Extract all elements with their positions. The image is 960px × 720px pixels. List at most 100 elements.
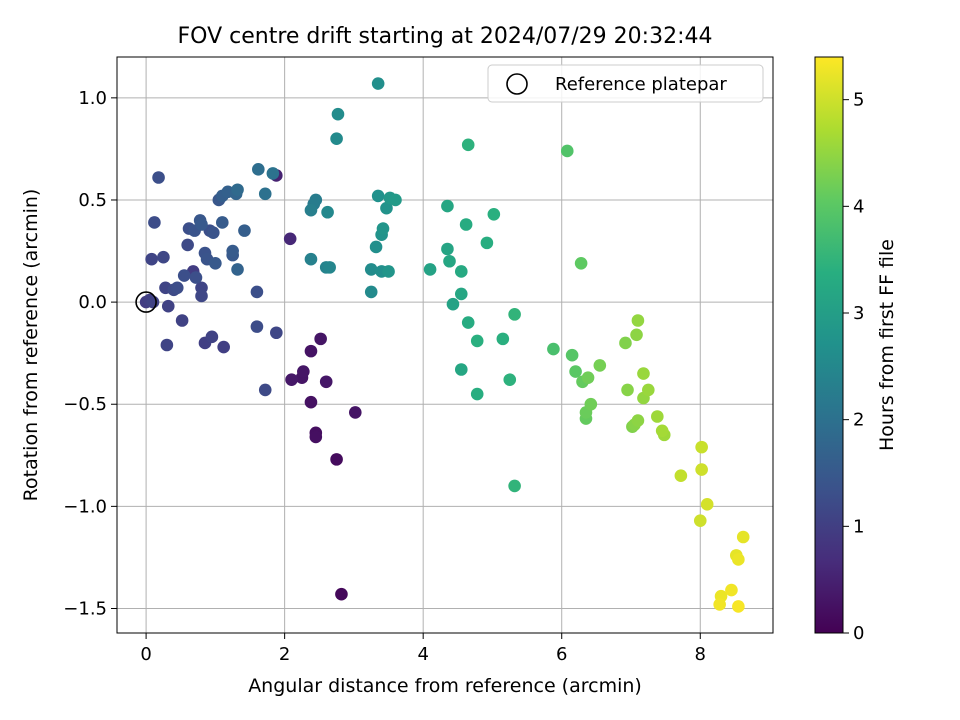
x-tick-label: 0: [140, 644, 151, 665]
data-point: [323, 261, 336, 274]
data-point: [217, 340, 230, 354]
data-point: [189, 271, 203, 284]
data-point: [700, 498, 714, 511]
data-point: [470, 334, 484, 348]
data-point: [713, 598, 726, 611]
data-point: [446, 297, 460, 311]
data-point: [270, 326, 283, 340]
data-point: [170, 281, 184, 295]
data-point: [732, 600, 745, 613]
data-point: [146, 295, 160, 309]
data-point: [574, 256, 588, 270]
colorbar-tick-label: 5: [853, 90, 864, 111]
data-point: [651, 410, 664, 423]
data-point: [637, 367, 650, 380]
data-point: [314, 332, 327, 346]
data-point: [565, 348, 579, 362]
data-point: [642, 383, 655, 397]
data-point: [205, 330, 219, 344]
data-point: [508, 479, 521, 493]
data-point: [157, 250, 170, 264]
data-point: [581, 371, 595, 384]
data-point: [252, 163, 265, 176]
chart-title: FOV centre drift starting at 2024/07/29 …: [178, 24, 713, 49]
data-point: [732, 553, 745, 566]
x-axis-label: Angular distance from reference (arcmin): [248, 675, 642, 697]
data-point: [631, 414, 645, 427]
data-point: [330, 453, 343, 466]
colorbar: 0 1 2 3 4 5 Hours from first FF file: [814, 56, 898, 644]
data-point: [487, 207, 501, 221]
data-point: [569, 365, 582, 378]
colorbar-ticks: 0 1 2 3 4 5: [843, 90, 864, 644]
data-point: [309, 430, 323, 444]
data-point: [695, 440, 708, 454]
y-tick-label: 0.0: [78, 292, 107, 313]
y-tick-label: −0.5: [63, 394, 107, 415]
data-point: [160, 338, 174, 352]
x-axis: 0 2 4 6 8: [140, 633, 706, 665]
data-point: [348, 406, 362, 419]
data-point: [195, 289, 208, 303]
colorbar-gradient: [814, 56, 844, 634]
data-point: [736, 530, 750, 544]
data-point: [177, 269, 191, 282]
legend-box: [487, 64, 764, 103]
data-point: [693, 514, 707, 527]
data-point: [215, 216, 229, 229]
plot-frame: [116, 56, 774, 634]
data-point: [297, 365, 310, 378]
data-point: [226, 244, 239, 258]
data-point: [560, 144, 574, 158]
colorbar-tick-label: 3: [853, 303, 864, 324]
colorbar-tick-label: 0: [853, 623, 864, 644]
data-point: [181, 238, 194, 252]
data-point: [695, 463, 708, 476]
data-point: [593, 359, 607, 372]
data-point: [547, 342, 560, 356]
data-point: [148, 216, 161, 229]
data-point: [621, 383, 634, 397]
x-tick-label: 6: [556, 644, 567, 665]
data-point: [480, 236, 494, 250]
x-tick-label: 4: [417, 644, 428, 665]
data-point: [335, 587, 348, 601]
y-tick-label: 1.0: [78, 88, 107, 109]
data-point: [309, 193, 323, 207]
data-point: [152, 171, 165, 184]
y-axis: −1.5 −1.0 −0.5 0.0 0.5 1.0: [63, 88, 117, 619]
colorbar-tick-label: 1: [853, 516, 864, 537]
data-point: [674, 469, 688, 483]
data-point: [508, 308, 521, 321]
data-point: [584, 397, 598, 411]
data-point: [161, 299, 175, 313]
data-point: [231, 263, 244, 276]
data-point: [470, 387, 484, 401]
data-point: [231, 183, 244, 197]
data-point: [238, 224, 251, 237]
data-point: [443, 254, 456, 268]
colorbar-tick-label: 4: [853, 196, 864, 217]
data-point: [461, 316, 475, 329]
data-point: [369, 240, 383, 254]
data-point: [304, 395, 318, 409]
data-point: [195, 218, 208, 231]
data-point: [371, 189, 385, 203]
x-tick-label: 2: [279, 644, 290, 665]
reference-marker: [135, 291, 157, 313]
data-point: [364, 285, 378, 299]
data-point: [461, 138, 475, 152]
data-point: [285, 373, 298, 387]
data-point: [258, 187, 272, 201]
data-point: [380, 201, 393, 215]
data-point: [304, 344, 318, 358]
data-point: [175, 314, 189, 327]
data-point: [619, 336, 632, 350]
data-point: [145, 252, 158, 266]
data-points: [139, 77, 750, 613]
data-point: [376, 222, 390, 235]
y-axis-label: Rotation from reference (arcmin): [20, 189, 42, 502]
grid-lines: [117, 57, 773, 633]
data-point: [266, 167, 280, 180]
